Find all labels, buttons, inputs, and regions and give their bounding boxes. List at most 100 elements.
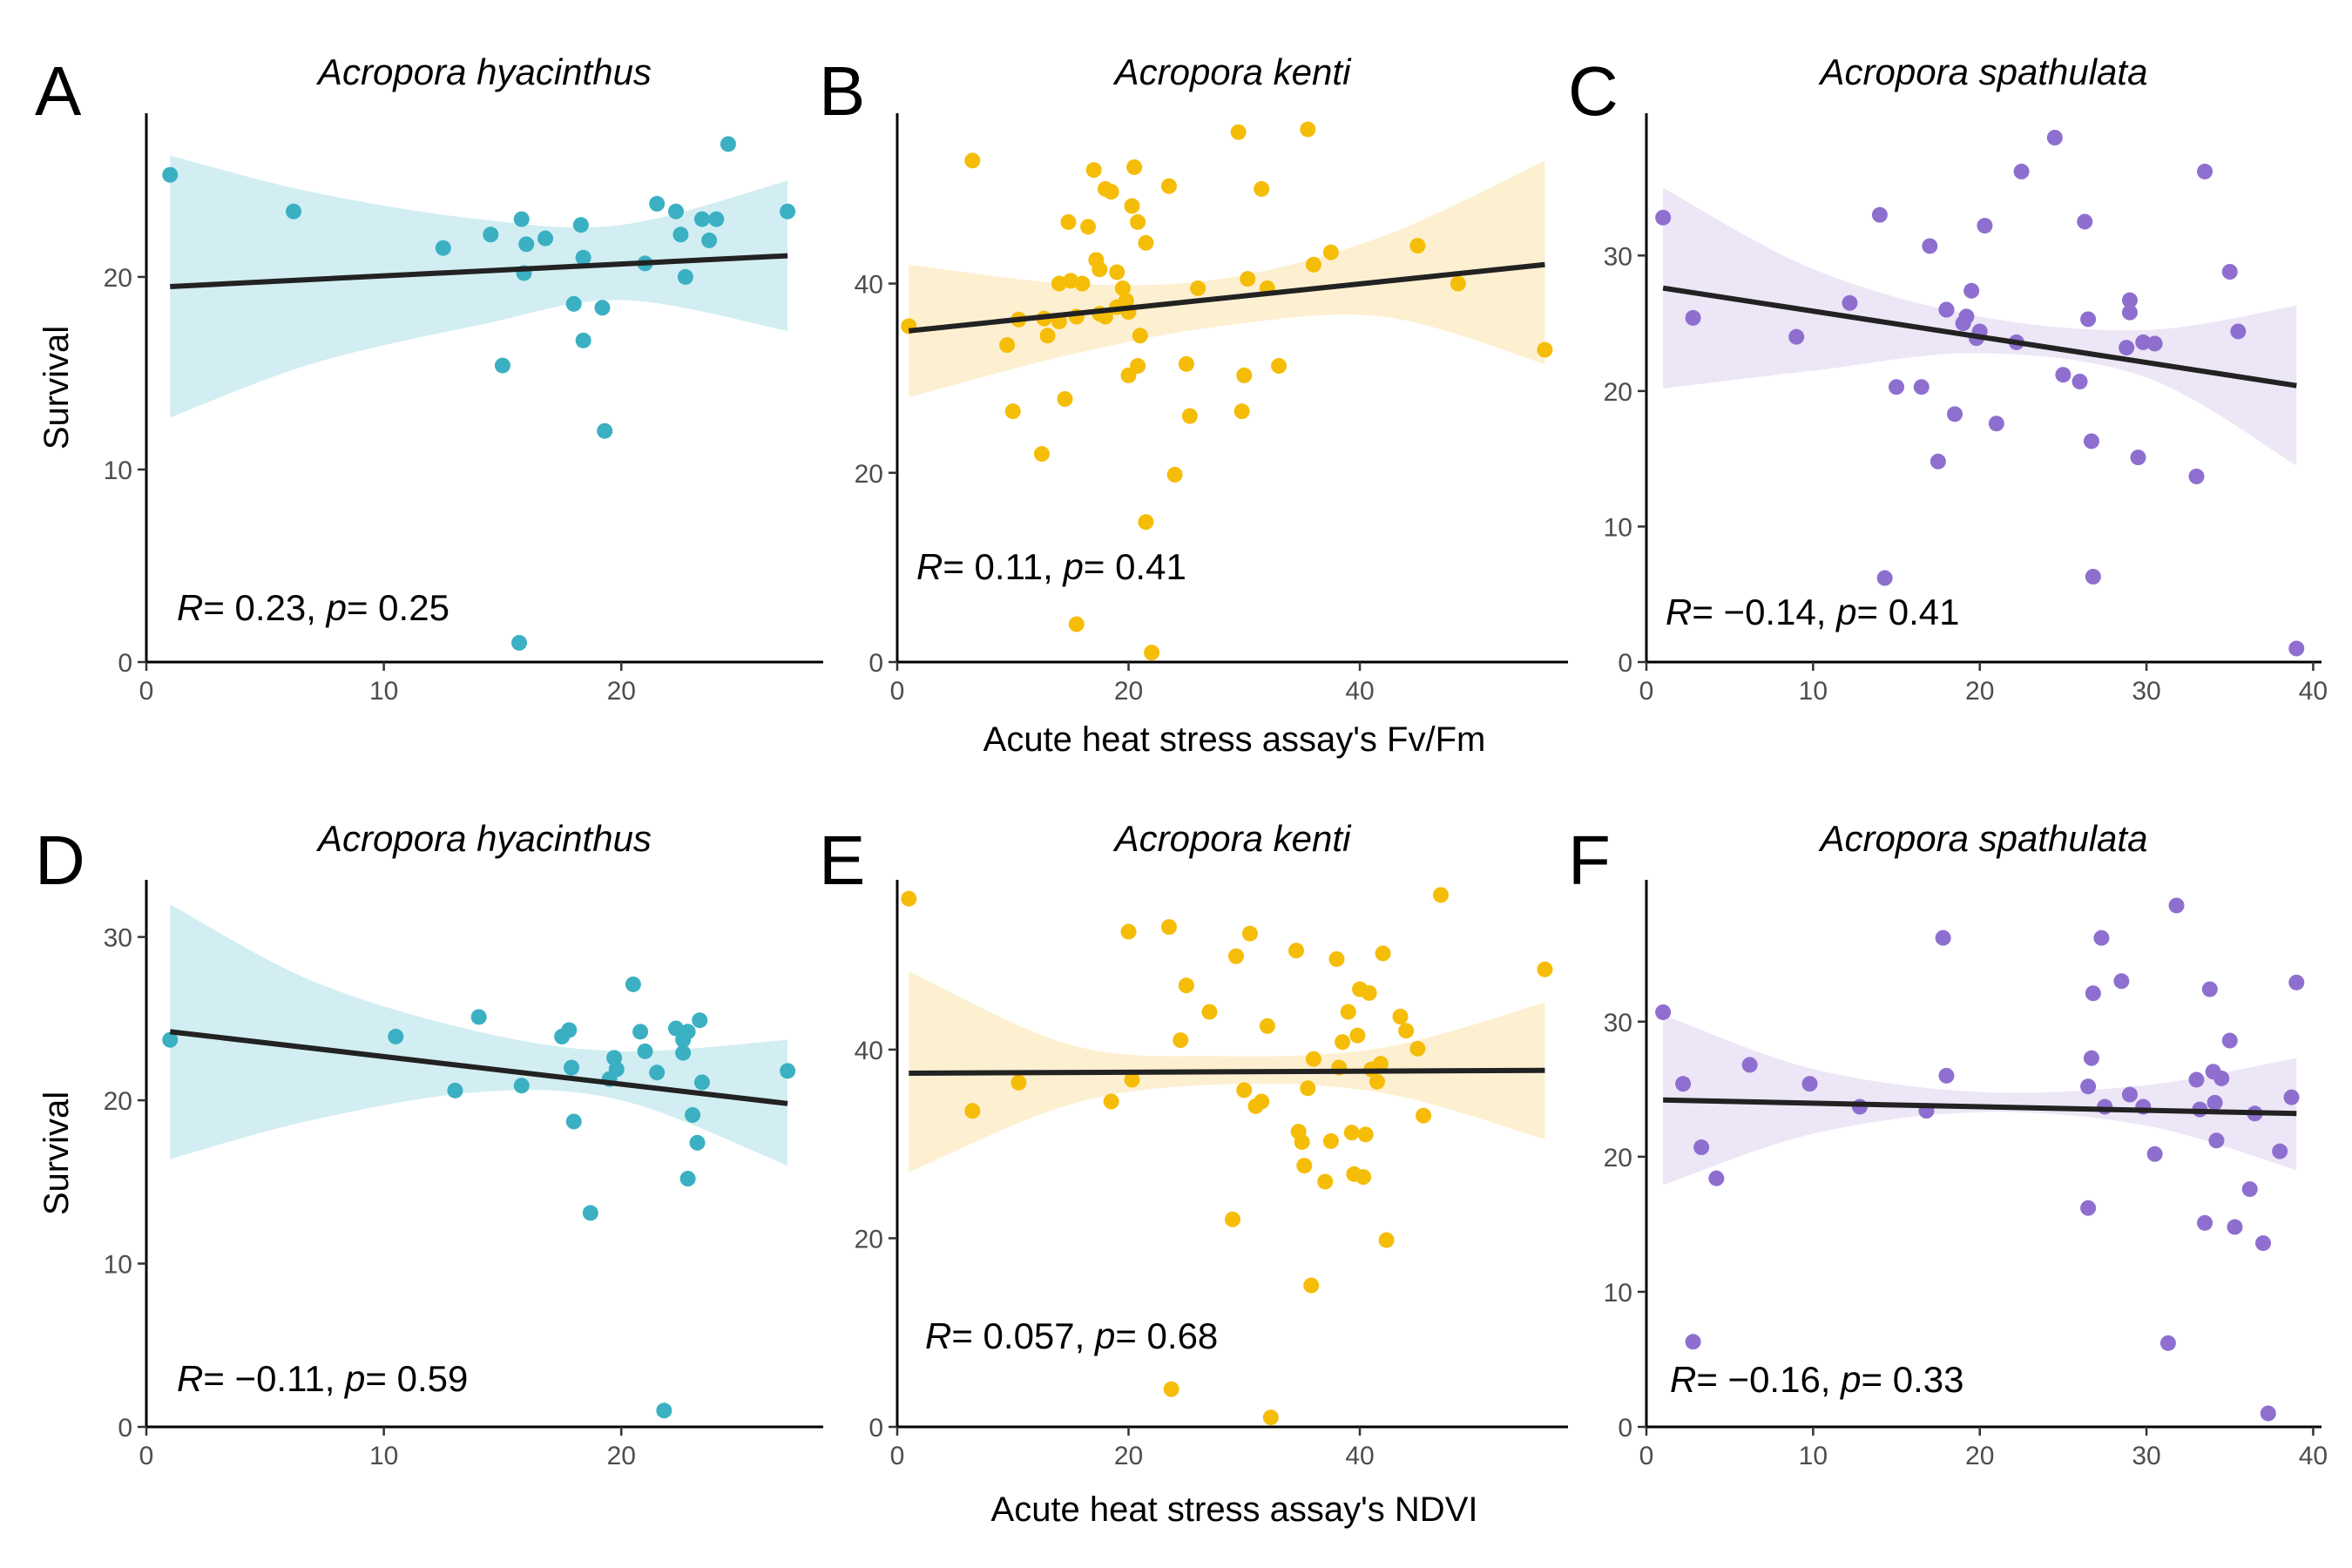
panel-f-data-point <box>1708 1170 1725 1186</box>
panel-d-letter: D <box>35 821 85 899</box>
panel-b-data-point <box>1118 293 1134 309</box>
panel-f-data-point <box>1675 1076 1692 1092</box>
panel-e-data-point <box>1201 1004 1218 1020</box>
panel-a-data-point <box>708 211 725 227</box>
panel-e-data-point <box>901 890 917 907</box>
panel-f-data-point <box>2080 1200 2097 1216</box>
panel-b-data-point <box>1068 616 1085 632</box>
panel-e-data-point <box>1178 977 1194 994</box>
panel-e-data-point <box>1227 948 1244 964</box>
panel-c-stat-p-label: p <box>1835 591 1856 632</box>
panel-f-y-tick-label: 10 <box>1604 1279 1632 1308</box>
panel-c-data-point <box>2130 449 2146 466</box>
panel-d-x-tick-label: 10 <box>369 1442 398 1470</box>
panel-d-confidence-band <box>170 904 788 1166</box>
panel-a-data-point <box>518 236 535 253</box>
panel-d-data-point <box>447 1082 463 1098</box>
panel-f-letter: F <box>1568 821 1611 899</box>
panel-f-data-point <box>2197 1214 2213 1231</box>
panel-d-data-point <box>689 1134 706 1151</box>
panel-f-data-point <box>2168 897 2185 914</box>
panel-b-y-tick-label: 0 <box>868 649 883 678</box>
panel-f-data-point <box>2093 929 2110 946</box>
panel-f-stat-p-value: = 0.33 <box>1862 1359 1964 1400</box>
panel-c-data-point <box>2085 569 2101 585</box>
panel-a-data-point <box>572 217 589 233</box>
panel-b-data-point <box>1124 198 1140 214</box>
panel-a-x-tick-label: 20 <box>607 677 636 706</box>
panel-e-data-point <box>1120 923 1137 940</box>
panel-b-data-point <box>1190 280 1206 296</box>
panel-f-data-point <box>1801 1076 1818 1092</box>
panel-f-data-point <box>2213 1070 2230 1086</box>
panel-d-data-point <box>692 1012 708 1029</box>
panel-d-data-point <box>625 976 641 992</box>
panel-c-data-point <box>2121 304 2138 321</box>
row2-xlabel: Acute heat stress assay's NDVI <box>991 1490 1478 1529</box>
panel-b-title: Acropora kenti <box>1112 51 1352 92</box>
panel-f-data-point <box>2080 1078 2097 1095</box>
panel-b-x-tick-label: 40 <box>1345 677 1374 706</box>
panel-a-data-point <box>537 230 554 247</box>
panel-c-x-tick-label: 20 <box>1965 677 1994 706</box>
panel-a-x-tick-label: 10 <box>369 677 398 706</box>
panel-d-data-point <box>656 1402 672 1419</box>
panel-d-y-tick-label: 20 <box>104 1087 132 1116</box>
panel-f-data-point <box>2188 1071 2205 1088</box>
panel-e-data-point <box>1343 1125 1360 1141</box>
panel-b-data-point <box>1109 264 1125 280</box>
panel-b-data-point <box>1130 358 1146 375</box>
panel-b-data-point <box>1537 341 1553 358</box>
panel-f-y-tick-label: 30 <box>1604 1009 1632 1037</box>
panel-d-data-point <box>162 1031 179 1048</box>
panel-b-data-point <box>1166 466 1183 483</box>
panel-a-data-point <box>693 211 710 227</box>
panel-e-data-point <box>1317 1173 1334 1190</box>
panel-e-data-point <box>1173 1032 1189 1049</box>
panel-b-data-point <box>964 152 981 169</box>
panel-a-y-tick-label: 10 <box>104 456 132 485</box>
panel-c-regression-line <box>1662 285 2297 389</box>
panel-a-data-point <box>701 232 718 248</box>
panel-e-data-point <box>1416 1107 1432 1124</box>
panel-d-title: Acropora hyacinthus <box>315 818 652 859</box>
panel-d-data-point <box>513 1078 530 1094</box>
panel-d-data-point <box>565 1113 582 1130</box>
panel-d-data-point <box>637 1043 653 1059</box>
panel-b-x-tick-label: 0 <box>890 677 905 706</box>
panel-c-stat-r-label: R <box>1666 591 1692 632</box>
panel-e-y-tick-label: 0 <box>868 1414 883 1443</box>
panel-b-data-point <box>999 337 1016 354</box>
panel-b-data-point <box>1103 184 1119 200</box>
panel-f-data-point <box>2255 1235 2272 1252</box>
panel-d-regression-line <box>169 1029 788 1106</box>
panel-b-data-point <box>1178 355 1194 372</box>
panel-d-data-point <box>470 1009 487 1025</box>
panel-b-data-point <box>1450 275 1466 292</box>
panel-a-data-point <box>649 195 666 212</box>
panel-f-data-point <box>1685 1334 1701 1350</box>
panel-b-data-point <box>1230 124 1247 140</box>
panel-d-data-point <box>582 1205 598 1221</box>
panel-b-data-point <box>1233 403 1250 420</box>
panel-b-data-point <box>1004 403 1021 420</box>
panel-c-stat-p-value: = 0.41 <box>1857 591 1960 632</box>
panel-a-letter: A <box>35 52 82 130</box>
panel-a-stat-r-value: = 0.23, <box>203 587 326 628</box>
panel-a-data-point <box>494 357 510 374</box>
panel-c-data-point <box>2221 264 2238 280</box>
panel-e-data-point <box>1361 984 1377 1001</box>
panel-c-data-point <box>1958 308 1975 325</box>
panel-b-data-point <box>1132 328 1148 344</box>
panel-e-data-point <box>1398 1023 1415 1039</box>
panel-b-data-point <box>1057 391 1073 408</box>
panel-c-data-point <box>2072 374 2088 389</box>
panel-f-data-point <box>2201 981 2218 997</box>
panel-a-confidence-band <box>170 155 788 418</box>
panel-c-data-point <box>2046 130 2063 145</box>
panel-c-data-point <box>2288 640 2305 657</box>
panel-e-data-point <box>1254 1093 1270 1110</box>
panel-b-data-point <box>1039 328 1056 344</box>
panel-e-data-point <box>1432 887 1449 903</box>
